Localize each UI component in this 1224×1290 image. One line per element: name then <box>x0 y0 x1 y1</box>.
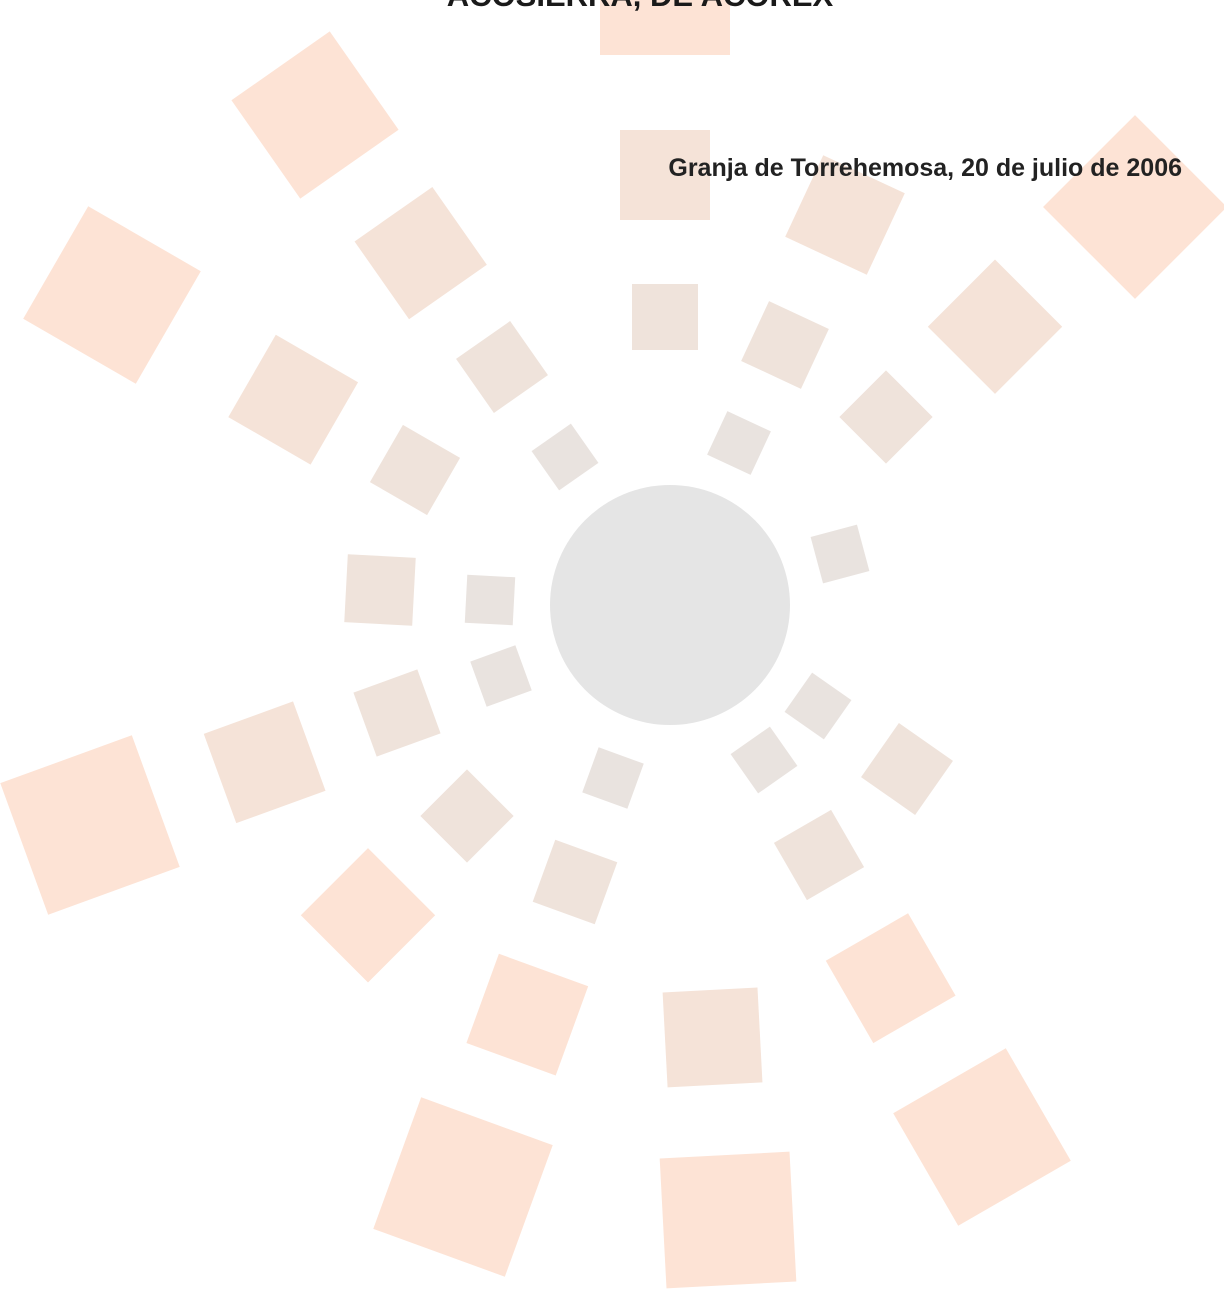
background-pattern <box>0 0 1224 1290</box>
place-date: Granja de Torrehemosa, 20 de julio de 20… <box>668 152 1182 184</box>
center-circle <box>550 485 790 725</box>
page: {"title": "ACOSIERRA, DE ACOREX", "place… <box>0 0 1224 1290</box>
document-title: ACOSIERRA, DE ACOREX <box>0 0 1224 14</box>
